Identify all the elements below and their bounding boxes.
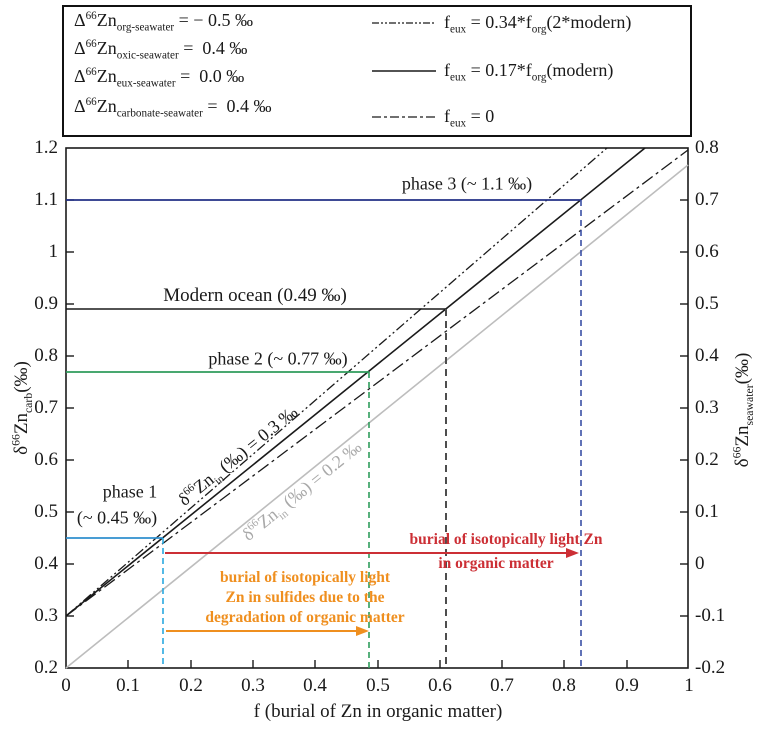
left-tick-label: 0.3 [34, 605, 58, 626]
right-tick-label: -0.2 [695, 657, 726, 678]
phase1-value-label: (~ 0.45 ‰) [76, 507, 158, 528]
orange-annotation-line1: burial of isotopically light [219, 569, 391, 586]
dash-dot-dot-line-sample [372, 12, 436, 33]
right-tick-label: 0.2 [695, 449, 719, 470]
bottom-tick-label: 0.4 [303, 675, 327, 696]
dash-dot-line-sample [372, 106, 436, 127]
left-axis-ticks [66, 199, 74, 617]
bottom-tick-label: 0.9 [615, 675, 639, 696]
left-tick-label: 1.2 [34, 137, 58, 158]
right-tick-label: 0.4 [695, 345, 719, 366]
right-tick-label: 0.3 [695, 397, 719, 418]
red-arrow-head [566, 548, 579, 558]
orange-annotation-line3: degradation of organic matter [205, 609, 405, 626]
bottom-tick-label: 0.6 [428, 675, 452, 696]
red-annotation-line1: burial of isotopically light Zn [409, 531, 603, 548]
right-tick-label: 0 [695, 553, 705, 574]
orange-annotation-line2: Zn in sulfides due to the [225, 589, 385, 606]
bottom-axis-ticks [127, 660, 628, 668]
left-tick-label: 0.5 [34, 501, 58, 522]
bottom-tick-label: 0.8 [552, 675, 576, 696]
series-line-in02-gray [65, 164, 689, 669]
left-tick-label: 0.2 [34, 657, 58, 678]
bottom-tick-label: 1 [684, 675, 694, 696]
legend-delta-eux: Δ66Zneux-seawater = 0.0 ‰ [74, 66, 245, 90]
bottom-tick-label: 0.5 [366, 675, 390, 696]
legend-box: Δ66Znorg-seawater = − 0.5 ‰ Δ66Znoxic-se… [62, 5, 692, 137]
left-axis-title: δ66Zncarb(‰) [9, 361, 35, 455]
left-tick-label: 1.1 [34, 189, 58, 210]
right-tick-label: -0.1 [695, 605, 726, 626]
right-tick-label: 0.1 [695, 501, 719, 522]
right-tick-label: 0.5 [695, 293, 719, 314]
right-tick-label: 0.6 [695, 241, 719, 262]
left-tick-label: 0.7 [34, 397, 58, 418]
left-tick-label: 0.9 [34, 293, 58, 314]
left-tick-label: 0.4 [34, 553, 58, 574]
bottom-tick-label: 0.7 [490, 675, 514, 696]
orange-arrow-head [356, 626, 369, 636]
legend-scenario-2xmodern: feux = 0.34*forg(2*modern) [372, 12, 631, 35]
legend-scenario-feux0: feux = 0 [372, 106, 494, 129]
left-tick-label: 1 [48, 241, 59, 262]
modern-ocean-label: Modern ocean (0.49 ‰) [163, 285, 347, 306]
left-tick-label: 0.6 [34, 449, 58, 470]
legend-delta-org: Δ66Znorg-seawater = − 0.5 ‰ [74, 10, 253, 34]
legend-delta-carbonate: Δ66Zncarbonate-seawater = 0.4 ‰ [74, 96, 272, 120]
solid-line-sample [372, 60, 436, 81]
legend-delta-oxic: Δ66Znoxic-seawater = 0.4 ‰ [74, 38, 248, 62]
bottom-tick-label: 0 [61, 675, 71, 696]
x-axis-title: f (burial of Zn in organic matter) [253, 701, 503, 722]
series-line-feux0 [65, 149, 689, 617]
legend-scenario-modern: feux = 0.17*forg(modern) [372, 60, 613, 83]
bottom-tick-label: 0.1 [116, 675, 140, 696]
bottom-tick-label: 0.3 [241, 675, 265, 696]
right-axis-ticks [680, 199, 688, 617]
bottom-tick-label: 0.2 [179, 675, 203, 696]
right-tick-label: 0.7 [695, 189, 719, 210]
right-tick-label: 0.8 [695, 137, 719, 158]
right-axis-title: δ66Znseawater(‰) [730, 352, 756, 468]
phase3-label: phase 3 (~ 1.1 ‰) [401, 173, 533, 194]
left-tick-label: 0.8 [34, 345, 58, 366]
phase1-label: phase 1 [102, 481, 158, 502]
red-annotation-line2: in organic matter [438, 555, 554, 572]
phase2-label: phase 2 (~ 0.77 ‰) [208, 348, 348, 369]
